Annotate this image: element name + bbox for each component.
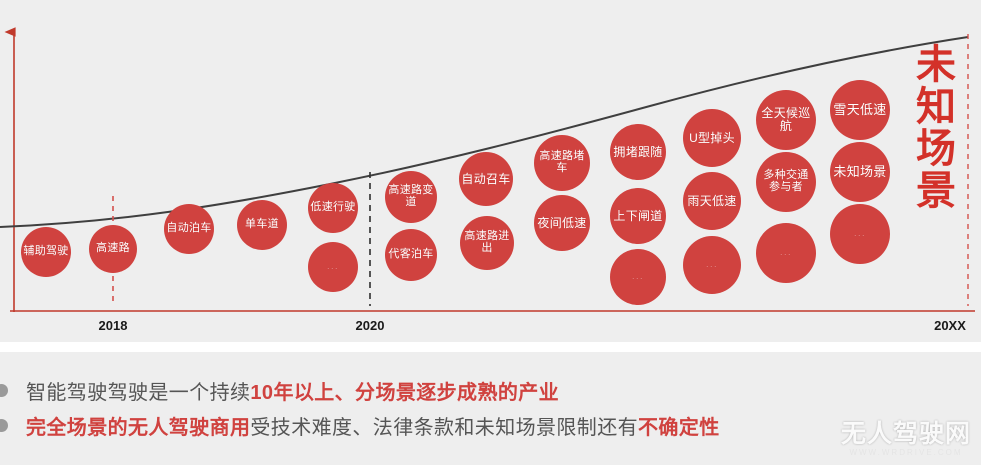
note-plain-text: 受技术难度、法律条款和未知场景限制还有 [250, 417, 639, 439]
scenario-bubble[interactable]: U型掉头 [683, 109, 741, 167]
scenario-bubble[interactable]: 全天候巡航 [756, 90, 816, 150]
scenario-bubble[interactable]: 拥堵跟随 [610, 124, 666, 180]
scenario-bubble-label: 辅助驾驶 [23, 245, 69, 258]
scenario-bubble-label: 自动泊车 [166, 222, 212, 235]
timeline-tick-label: 2018 [98, 318, 128, 333]
scenario-bubble-more[interactable]: ... [830, 204, 890, 264]
scenario-bubble[interactable]: 高速路 [89, 225, 137, 273]
note-highlight-text: 不确定性 [638, 417, 720, 439]
scenario-bubble-label: 低速行驶 [310, 201, 356, 214]
scenario-bubble[interactable]: 雨天低速 [683, 172, 741, 230]
timeline-tick-label: 2020 [355, 318, 385, 333]
scenario-bubble-label: 高速路 [96, 242, 130, 255]
scenario-bubble-more[interactable]: ... [610, 249, 666, 305]
scenario-bubble-label: ... [631, 271, 644, 282]
panel-divider [0, 342, 981, 352]
scenario-bubble[interactable]: 代客泊车 [385, 229, 437, 281]
scenario-bubble[interactable]: 雪天低速 [830, 80, 890, 140]
unknown-scenario-title: 未 知 场 景 [905, 44, 967, 212]
scenario-bubble-label: 未知场景 [833, 163, 887, 179]
note-highlight-text: 10年以上、分场景逐步成熟的产业 [250, 382, 560, 404]
scenario-bubble-more[interactable]: ... [756, 223, 816, 283]
scenario-bubble[interactable]: 自动泊车 [164, 204, 214, 254]
scenario-bubble[interactable]: 低速行驶 [308, 183, 358, 233]
scenario-bubble-label: 代客泊车 [388, 248, 434, 261]
scenario-bubble-label: 多种交通参与者 [763, 169, 809, 193]
unknown-title-char-3: 景 [916, 169, 956, 213]
unknown-title-char-1: 知 [916, 85, 956, 129]
note-row-1: 智能驾驶驾驶是一个持续10年以上、分场景逐步成熟的产业 [0, 376, 559, 405]
site-watermark: 无人驾驶网 WWW.WRDRIVE.COM [841, 414, 971, 457]
scenario-bubble[interactable]: 高速路堵车 [534, 135, 590, 191]
scenario-bubble-more[interactable]: ... [308, 242, 358, 292]
scenario-bubble-label: ... [326, 261, 339, 272]
watermark-main-text: 无人驾驶网 [840, 420, 971, 448]
unknown-title-char-0: 未 [916, 43, 956, 87]
scenario-bubble[interactable]: 自动召车 [459, 152, 513, 206]
maturity-curve [0, 36, 969, 228]
scenario-bubble[interactable]: 高速路变道 [385, 171, 437, 223]
scenario-bubble[interactable]: 辅助驾驶 [21, 227, 71, 277]
note-row-2: 完全场景的无人驾驶商用受技术难度、法律条款和未知场景限制还有不确定性 [0, 411, 720, 440]
scenario-bubble-label: 高速路堵车 [539, 150, 585, 174]
summary-notes-panel: 智能驾驶驾驶是一个持续10年以上、分场景逐步成熟的产业 完全场景的无人驾驶商用受… [0, 352, 981, 465]
scenario-bubble-label: 雨天低速 [687, 193, 737, 208]
scenario-bubble-label: 雪天低速 [833, 101, 887, 117]
scenario-bubble-label: 上下闸道 [613, 208, 663, 223]
note-line-2-text: 完全场景的无人驾驶商用受技术难度、法律条款和未知场景限制还有不确定性 [26, 411, 720, 440]
scenario-bubble-label: 全天候巡航 [761, 106, 811, 133]
scenario-bubble-label: 高速路进出 [464, 230, 510, 254]
timeline-tick-label: 20XX [934, 318, 966, 333]
scenario-bubble-label: 高速路变道 [388, 184, 434, 208]
scenario-bubble-label: ... [705, 259, 718, 270]
scenario-bubble[interactable]: 单车道 [237, 200, 287, 250]
scenario-maturity-chart: 未 知 场 景 辅助驾驶 高速路 自动泊车 单车道 低速行驶... 高速路变道代客泊车 自动… [0, 0, 981, 342]
scenario-bubble[interactable]: 多种交通参与者 [756, 152, 816, 212]
bullet-icon [0, 384, 8, 397]
note-line-1-text: 智能驾驶驾驶是一个持续10年以上、分场景逐步成熟的产业 [26, 376, 559, 405]
scenario-bubble-label: 拥堵跟随 [613, 144, 663, 159]
note-highlight-text: 完全场景的无人驾驶商用 [26, 417, 251, 439]
note-plain-text: 智能驾驶驾驶是一个持续 [26, 382, 251, 404]
scenario-bubble[interactable]: 未知场景 [830, 142, 890, 202]
scenario-bubble[interactable]: 夜间低速 [534, 195, 590, 251]
scenario-bubble-label: ... [853, 228, 866, 239]
scenario-bubble[interactable]: 高速路进出 [460, 216, 514, 270]
bullet-icon [0, 419, 8, 432]
scenario-bubble-label: 自动召车 [461, 171, 511, 186]
unknown-title-char-2: 场 [916, 127, 956, 171]
scenario-bubble-more[interactable]: ... [683, 236, 741, 294]
scenario-bubble[interactable]: 上下闸道 [610, 188, 666, 244]
watermark-sub-text: WWW.WRDRIVE.COM [849, 448, 963, 457]
scenario-bubble-label: ... [779, 247, 792, 258]
scenario-bubble-label: U型掉头 [689, 130, 735, 145]
scenario-bubble-label: 单车道 [245, 218, 279, 231]
scenario-bubble-label: 夜间低速 [537, 215, 587, 230]
